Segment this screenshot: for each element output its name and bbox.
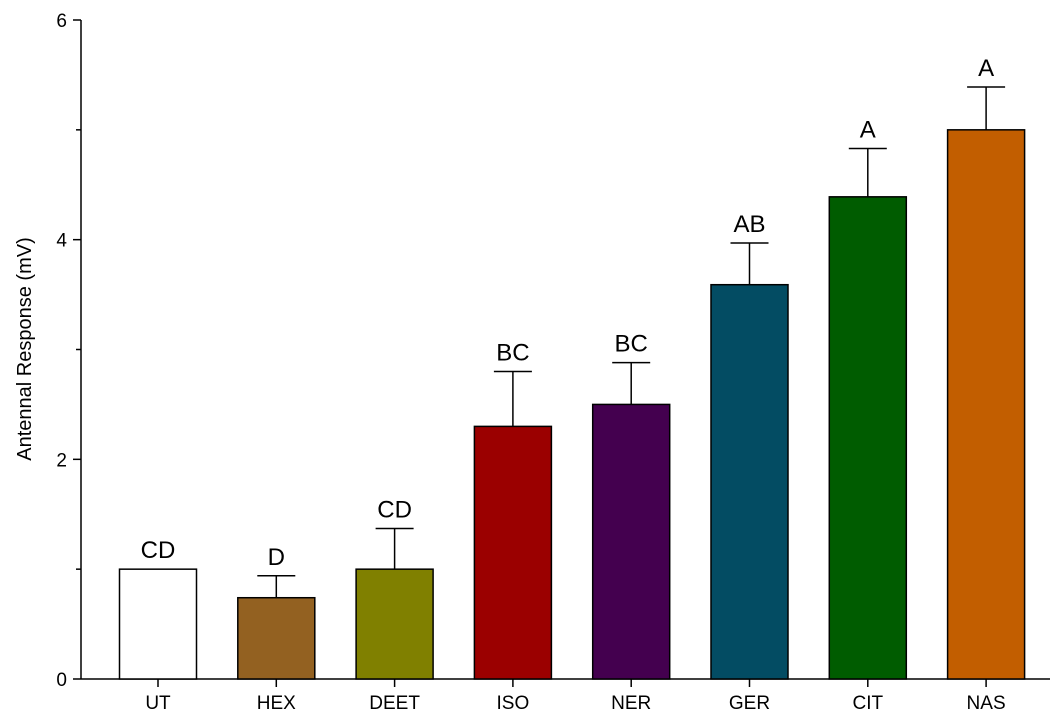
- x-tick-label: UT: [145, 693, 171, 713]
- bar-nas: [946, 129, 1026, 680]
- x-tick-label: HEX: [257, 693, 296, 713]
- significance-label: AB: [733, 211, 765, 238]
- significance-label: BC: [615, 331, 648, 358]
- significance-label: A: [860, 117, 876, 144]
- significance-label: D: [268, 544, 285, 571]
- significance-label: CD: [141, 537, 176, 564]
- bar-hex: [237, 596, 316, 680]
- bar-iso: [473, 425, 553, 680]
- bar-ut: [118, 568, 198, 680]
- y-tick-label: 0: [56, 670, 67, 691]
- x-tick-label: NER: [611, 693, 651, 713]
- significance-label: CD: [377, 497, 412, 524]
- x-tick-label: DEET: [369, 693, 420, 713]
- y-tick-label: 4: [56, 231, 67, 252]
- x-tick-label: GER: [729, 693, 770, 713]
- bars: [118, 86, 1026, 680]
- significance-label: BC: [496, 339, 529, 366]
- bar-deet: [355, 568, 434, 680]
- y-axis-label: Antennal Response (mV): [14, 237, 36, 460]
- bar-ger: [710, 283, 789, 680]
- x-tick-label: NAS: [967, 693, 1006, 713]
- labels: UT CD HEX D DEET CD ISO BC NER BC GER AB CIT A NAS A: [141, 55, 1006, 713]
- significance-label: A: [978, 55, 994, 82]
- y-tick-label: 6: [56, 11, 67, 32]
- y-tick-label: 2: [56, 450, 67, 471]
- x-tick-label: CIT: [852, 693, 883, 713]
- bar-ner: [591, 403, 671, 680]
- bar-cit: [828, 196, 908, 680]
- x-tick-label: ISO: [497, 693, 530, 713]
